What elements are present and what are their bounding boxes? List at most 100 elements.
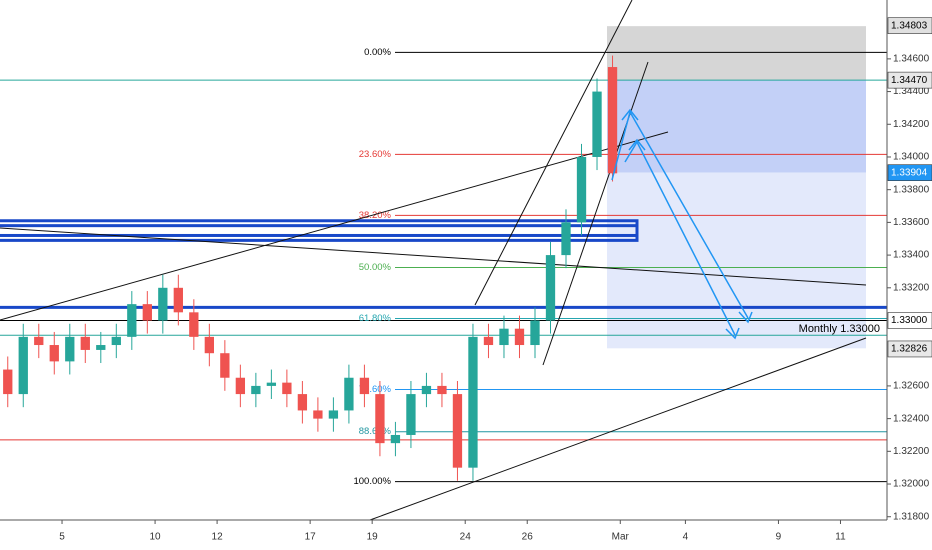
candle-body: [127, 304, 137, 337]
zone: [607, 26, 866, 81]
candle-body: [607, 67, 618, 174]
candle-body: [266, 382, 277, 386]
candle-body: [282, 382, 292, 395]
candle-body: [592, 91, 602, 157]
candle-body: [545, 255, 556, 321]
y-tick-label: 1.34000: [893, 152, 930, 163]
candle-body: [251, 385, 261, 395]
candle-body: [452, 394, 463, 468]
price-label: 1.33000: [891, 315, 928, 326]
channel-line: [474, 0, 633, 306]
y-tick-label: 1.34600: [893, 54, 930, 65]
trend-line: [0, 227, 867, 286]
candle-body: [142, 304, 152, 321]
candle-body: [34, 336, 44, 346]
price-label-box: [887, 164, 932, 181]
x-tick-label: 26: [522, 532, 534, 543]
x-tick-label: 11: [835, 532, 846, 543]
price-label-box: [887, 312, 932, 329]
fib-label: 50.00%: [359, 262, 392, 273]
arrow: [611, 110, 749, 319]
y-tick-label: 1.32600: [893, 381, 930, 392]
candle-body: [561, 222, 571, 256]
candles: [3, 55, 618, 481]
arrow: [624, 140, 736, 336]
candle-body: [173, 287, 183, 313]
trend-lines: [0, 0, 867, 521]
candle-body: [49, 345, 59, 362]
candle-body: [235, 377, 246, 395]
candle-body: [359, 377, 370, 395]
x-tick-label: 9: [776, 532, 782, 543]
arrow-head: [628, 138, 646, 151]
candle-body: [468, 336, 478, 468]
fib-label: 61.80%: [359, 313, 392, 324]
price-label-box: [887, 71, 932, 89]
candle-body: [483, 336, 494, 346]
y-tick-label: 1.33600: [893, 217, 930, 228]
trend-line: [369, 337, 867, 521]
candle-body: [344, 377, 354, 411]
candle-body: [406, 394, 416, 435]
fib-label: 0.00%: [364, 47, 391, 58]
price-label: 1.34803: [891, 20, 928, 31]
fib-label: 78.60%: [359, 384, 392, 395]
candle-body: [328, 410, 339, 419]
x-tick-label: 12: [212, 532, 224, 543]
arrow-head: [738, 311, 753, 324]
trend-line: [0, 131, 669, 321]
fib-label: 88.60%: [359, 426, 392, 437]
x-tick-label: 17: [305, 532, 317, 543]
candle-body: [65, 336, 75, 362]
candle-body: [421, 385, 432, 395]
x-tick-label: 4: [683, 532, 689, 543]
zone-box: [0, 224, 639, 242]
x-tick-label: 19: [367, 532, 379, 543]
candle-body: [220, 353, 230, 378]
arrow-head: [621, 108, 639, 121]
y-tick-label: 1.34200: [893, 119, 930, 130]
price-label: 1.33904: [891, 167, 928, 178]
projection-arrows: [611, 108, 753, 340]
fib-label: 38.20%: [359, 210, 392, 221]
y-tick-label: 1.32000: [893, 479, 930, 490]
zone: [607, 80, 866, 173]
candle-body: [96, 345, 106, 350]
levels: 0.00% 23.60% 38.20% 50.00% 61.80% 78.60% 88.60…: [0, 47, 887, 487]
fib-label: 23.60%: [359, 149, 392, 160]
candle-body: [375, 394, 385, 444]
fib-label: 100.00%: [353, 476, 391, 487]
candle-body: [514, 328, 525, 346]
y-tick-label: 1.31800: [893, 511, 930, 522]
candle-body: [204, 336, 214, 354]
x-tick-label: 5: [59, 532, 65, 543]
candle-body: [499, 328, 509, 346]
y-tick-label: 1.34400: [893, 86, 930, 97]
candle-body: [576, 156, 587, 223]
candle-body: [297, 394, 308, 411]
arrow-head: [725, 327, 740, 340]
annotation: Monthly 1.33000: [799, 323, 880, 335]
time-axis: [0, 520, 932, 550]
price-label: 1.34470: [891, 75, 928, 86]
y-tick-label: 1.32400: [893, 413, 930, 424]
candle-body: [530, 320, 540, 346]
candle-body: [189, 312, 199, 337]
candle-body: [390, 434, 401, 444]
x-tick-label: Mar: [612, 532, 630, 543]
candle-body: [313, 410, 323, 419]
price-axis: [887, 0, 932, 550]
price-label: 1.32826: [891, 344, 928, 355]
candle-body: [3, 369, 13, 395]
candle-body: [437, 385, 447, 395]
y-tick-label: 1.33200: [893, 282, 930, 293]
candle-body: [80, 336, 90, 350]
x-tick-label: 10: [150, 532, 162, 543]
y-tick-label: 1.33400: [893, 250, 930, 261]
price-label-box: [887, 17, 932, 34]
candle-body: [158, 287, 168, 321]
x-tick-label: 24: [460, 532, 472, 543]
y-tick-label: 1.32200: [893, 446, 930, 457]
price-label-box: [887, 340, 932, 358]
